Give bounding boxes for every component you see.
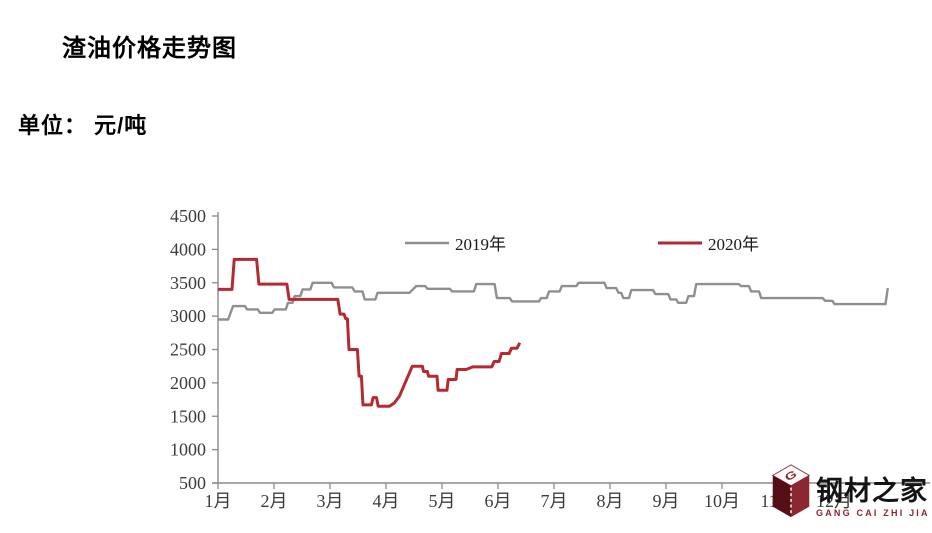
logo-cube-G-icon: G <box>771 464 811 518</box>
gangcai-logo: G 钢材之家 GANG CAI ZHI JIA <box>771 461 930 521</box>
x-tick-label: 3月 <box>317 491 344 511</box>
page-title: 渣油价格走势图 <box>62 35 237 63</box>
legend: 2019年 2020年 <box>405 235 759 254</box>
logo-subtitle: GANG CAI ZHI JIA <box>816 508 930 519</box>
unit-label: 单位： 元/吨 <box>18 113 148 138</box>
legend-label-2020年: 2020年 <box>708 235 759 254</box>
series-line-2020年 <box>218 257 522 408</box>
x-tick-label: 7月 <box>541 491 568 511</box>
legend-label-2019年: 2019年 <box>455 235 506 254</box>
x-tick-label: 8月 <box>597 491 624 511</box>
x-tick-label: 5月 <box>429 491 456 511</box>
x-tick-label: 4月 <box>373 491 400 511</box>
x-tick-label: 12月 <box>816 491 852 511</box>
y-tick-label: 4500 <box>170 206 206 226</box>
logo-title: 钢材之家 <box>816 476 928 506</box>
x-tick-label: 2月 <box>261 491 288 511</box>
svg-text:G: G <box>783 467 799 483</box>
x-tick-label: 6月 <box>485 491 512 511</box>
y-tick-label: 2500 <box>170 340 206 360</box>
y-tick-label: 1500 <box>170 406 206 426</box>
y-tick-label: 4000 <box>170 239 206 259</box>
y-tick-label: 2000 <box>170 373 206 393</box>
series-line-2019年 <box>218 281 889 321</box>
x-tick-label: 1月 <box>205 491 232 511</box>
x-tick-label: 10月 <box>704 491 740 511</box>
y-tick-label: 500 <box>179 473 206 493</box>
y-tick-label: 1000 <box>170 440 206 460</box>
y-tick-label: 3000 <box>170 306 206 326</box>
x-axis-ticks: 1月2月3月4月5月6月7月8月9月10月11月12月 <box>205 483 852 511</box>
x-tick-label: 9月 <box>653 491 680 511</box>
y-tick-label: 3500 <box>170 273 206 293</box>
y-axis-ticks: 500 1000 1500 2000 2500 3000 3500 4000 4500 <box>170 206 218 493</box>
